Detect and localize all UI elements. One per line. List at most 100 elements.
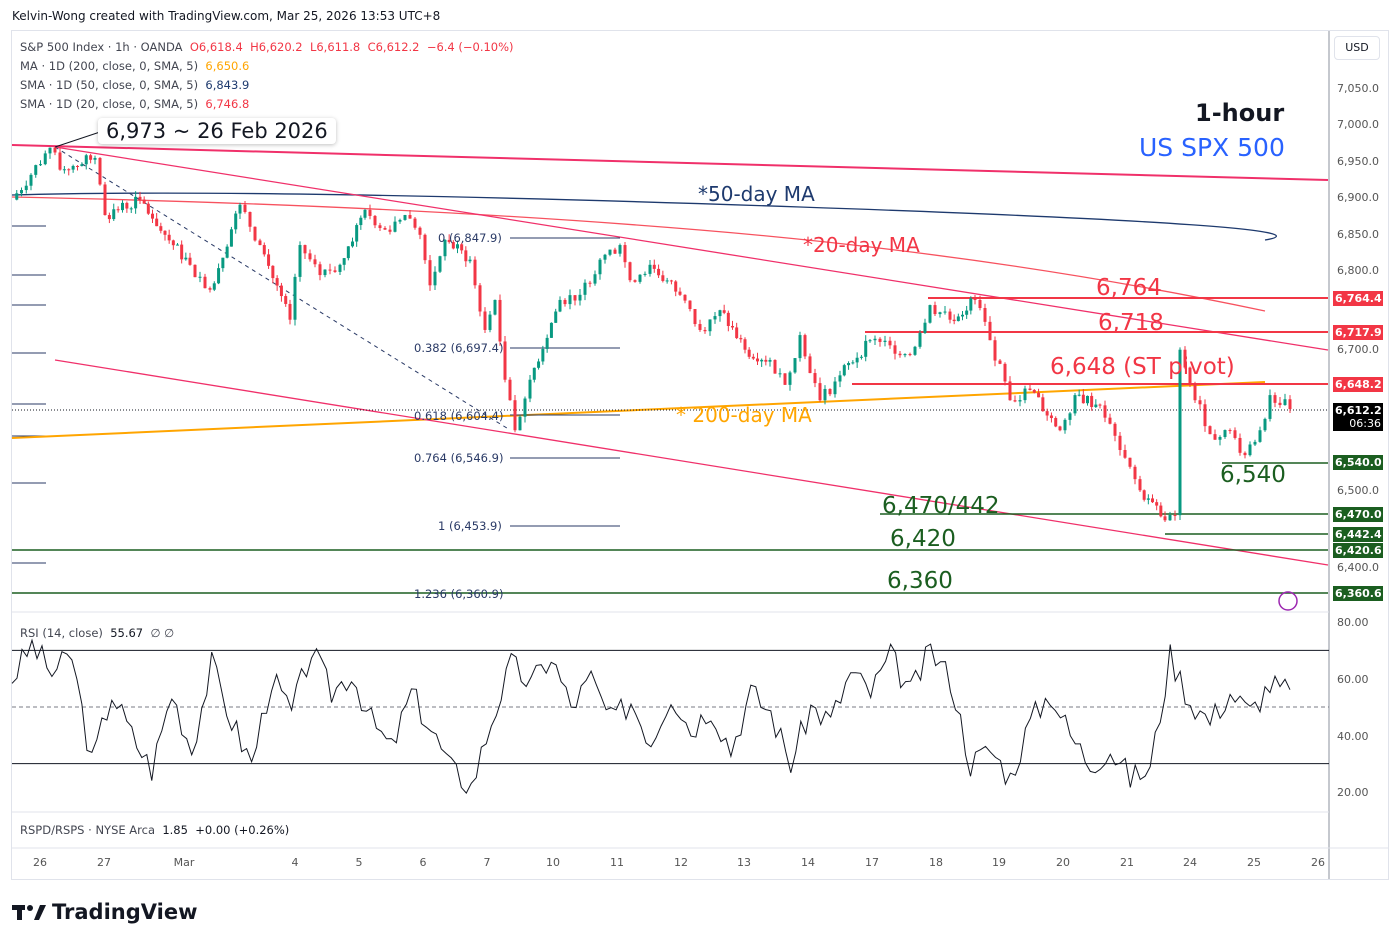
candle-body [563,299,567,305]
rspd-legend[interactable]: RSPD/RSPS · NYSE Arca 1.85 +0.00 (+0.26%… [20,823,289,837]
candle-body [760,359,764,362]
tradingview-logo[interactable]: TradingView [12,900,197,924]
candle-body [346,246,350,259]
candle-body [1203,404,1207,427]
candle-body [163,230,167,235]
time-tick: 11 [610,856,624,869]
candle-body [1283,399,1287,406]
candle-body [1248,444,1252,456]
candle-body [513,400,517,431]
candle-body [1188,367,1192,385]
candle-body [878,338,882,342]
candle-body [58,152,62,170]
candle-body [138,196,142,200]
candle-body [451,242,455,249]
rspd-change: +0.00 (+0.26%) [195,823,290,837]
candle-body [938,312,942,315]
candle-body [1032,389,1036,393]
price-tag-value: 6,648.2 [1335,378,1382,391]
candle-body [155,218,159,227]
time-tick: 24 [1183,856,1197,869]
candle-body [657,268,661,276]
price-tick: 6,400.0 [1337,561,1379,574]
candle-body [303,245,307,254]
rsi-tick: 40.00 [1337,730,1369,743]
candle-body [735,327,739,339]
sma50-legend[interactable]: SMA · 1D (50, close, 0, SMA, 5) [20,78,199,92]
rsi-legend[interactable]: RSI (14, close) 55.67 ∅ ∅ [20,626,174,640]
candle-body [756,358,759,362]
candle-body [1208,426,1212,435]
candle-body [1278,402,1282,406]
time-tick: 19 [992,856,1006,869]
candle-body [952,319,956,322]
candle-body [464,250,468,262]
candle-body [1003,363,1007,382]
candle-body [142,199,146,204]
ma200-legend[interactable]: MA · 1D (200, close, 0, SMA, 5) [20,59,199,73]
candle-body [447,239,451,243]
candle-body [342,258,346,265]
candle-body [1037,392,1041,398]
candle-body [868,340,872,342]
candle-body [813,373,817,384]
candle-body [1263,418,1267,431]
candle-body [129,208,133,210]
candle-body [1118,435,1122,451]
candle-body [238,204,242,214]
resistance-label-1: 6,764 [1096,275,1162,301]
candle-body [418,227,422,235]
ma200-value: 6,650.6 [205,59,250,73]
ma200-line [11,381,1266,439]
candle-body [15,193,19,200]
price-tag: 6,442.4 [1333,527,1383,542]
logo-text: TradingView [52,900,198,924]
candle-body [48,147,52,154]
price-tag: 6,420.6 [1333,543,1383,558]
sma20-legend[interactable]: SMA · 1D (20, close, 0, SMA, 5) [20,97,199,111]
candle-body [549,322,553,338]
time-tick: 13 [737,856,751,869]
lightning-icon [1278,591,1298,611]
candle-body [171,240,175,246]
candle-body [24,185,28,191]
candle-body [62,169,66,171]
symbol-name[interactable]: S&P 500 Index · 1h · OANDA [20,40,183,54]
candle-body [288,303,292,320]
candle-body [359,217,363,226]
candle-body [1258,430,1262,442]
channel-mid-line [54,146,1329,351]
candle-body [568,295,572,305]
candle-body [923,322,927,333]
candle-body [456,244,459,249]
candle-body [368,209,372,216]
fib-label-0618: 0.618 (6,604.4) [414,409,504,423]
candle-body [271,265,275,279]
candle-body [1238,437,1242,453]
candle-body [159,226,163,231]
candle-body [713,316,717,320]
candle-body [718,310,722,317]
instrument-title: US SPX 500 [1139,133,1285,162]
candle-body [408,215,412,219]
candle-body [1138,479,1142,491]
currency-button[interactable]: USD [1334,36,1380,60]
fib-label-1: 1 (6,453.9) [438,519,502,533]
candle-body [739,338,743,340]
time-tick: 25 [1247,856,1261,869]
price-tag: 6,540.0 [1333,455,1383,470]
candle-body [116,209,120,211]
attribution-header: Kelvin-Wong created with TradingView.com… [12,9,441,23]
candle-body [743,339,747,350]
candle-body [993,340,997,361]
candle-body [943,311,947,313]
callout-pointer [54,131,101,148]
tradingview-logo-icon [12,905,46,920]
rsi-value: 55.67 [110,626,144,640]
candle-body [180,244,184,260]
candle-body [1090,395,1094,408]
candle-body [528,379,532,399]
candle-body [518,416,522,431]
candle-body [873,338,877,341]
